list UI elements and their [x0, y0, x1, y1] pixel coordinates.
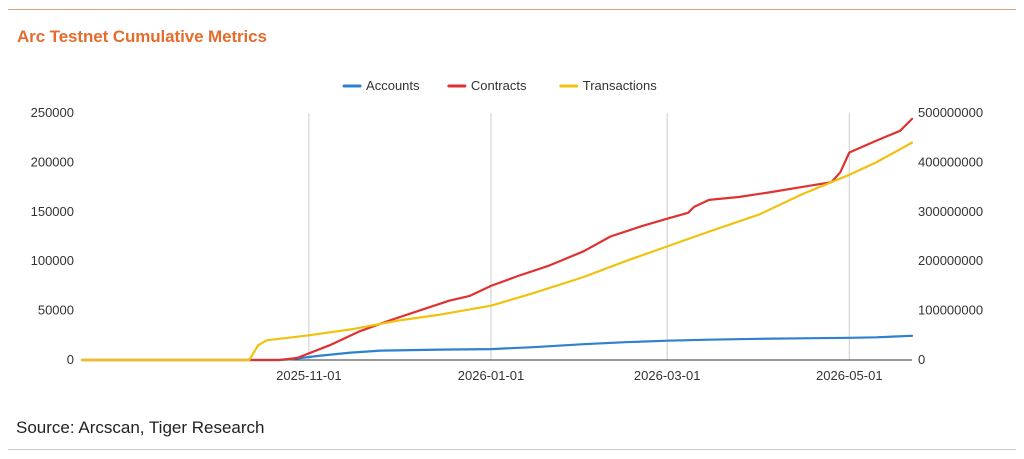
y-left-tick-label: 100000 [31, 253, 74, 268]
y-left-tick-label: 200000 [31, 154, 74, 169]
y-left-tick-label: 250000 [31, 105, 74, 120]
y-right-tick-label: 400000000 [918, 154, 983, 169]
legend-label-accounts: Accounts [366, 78, 420, 93]
top-rule [8, 9, 1016, 10]
axes: 2025-11-01 2026-01-01 2026-03-01 2026-05-01… [31, 105, 983, 383]
x-tick-label: 2026-05-01 [816, 368, 883, 383]
source-note: Source: Arcscan, Tiger Research [16, 418, 265, 437]
legend-label-contracts: Contracts [471, 78, 527, 93]
bottom-rule [8, 449, 1016, 450]
legend: Accounts Contracts Transactions [342, 78, 657, 93]
series-line-contracts [80, 117, 914, 362]
x-tick-label: 2026-03-01 [634, 368, 701, 383]
legend-label-transactions: Transactions [583, 78, 657, 93]
y-right-tick-label: 100000000 [918, 303, 983, 318]
y-left-tick-label: 150000 [31, 204, 74, 219]
series-line-transactions [80, 141, 914, 362]
y-right-tick-label: 200000000 [918, 253, 983, 268]
series-line-accounts [80, 334, 914, 362]
y-right-tick-label: 300000000 [918, 204, 983, 219]
x-tick-label: 2025-11-01 [276, 368, 342, 383]
y-left-tick-label: 50000 [38, 303, 74, 318]
y-right-tick-label: 0 [918, 352, 925, 367]
x-tick-label: 2026-01-01 [458, 368, 525, 383]
y-left-tick-label: 0 [67, 352, 74, 367]
series-lines [80, 117, 914, 362]
page-title: Arc Testnet Cumulative Metrics [17, 27, 267, 46]
y-right-tick-label: 500000000 [918, 105, 983, 120]
